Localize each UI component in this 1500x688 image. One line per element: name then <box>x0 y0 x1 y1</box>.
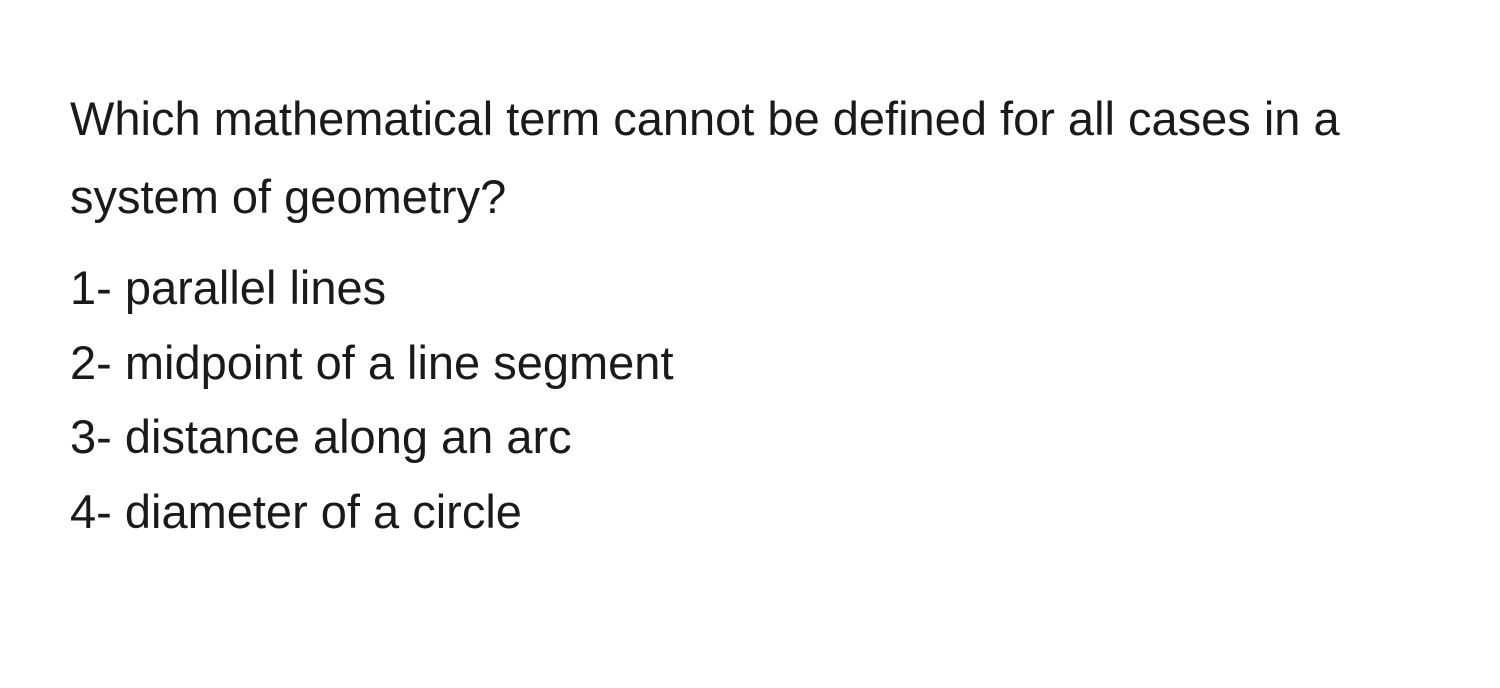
option-separator: - <box>96 261 112 314</box>
option-2: 2- midpoint of a line segment <box>70 328 1430 399</box>
question-container: Which mathematical term cannot be define… <box>70 80 1430 547</box>
option-separator: - <box>96 410 112 463</box>
option-3: 3- distance along an arc <box>70 402 1430 473</box>
option-number: 2 <box>70 336 96 389</box>
option-text: parallel lines <box>125 261 386 314</box>
option-number: 3 <box>70 410 96 463</box>
option-separator: - <box>96 336 112 389</box>
option-1: 1- parallel lines <box>70 253 1430 324</box>
option-text: midpoint of a line segment <box>125 336 674 389</box>
option-separator: - <box>96 485 112 538</box>
option-text: diameter of a circle <box>125 485 522 538</box>
question-text: Which mathematical term cannot be define… <box>70 80 1430 235</box>
option-number: 4 <box>70 485 96 538</box>
option-text: distance along an arc <box>125 410 572 463</box>
option-4: 4- diameter of a circle <box>70 477 1430 548</box>
option-number: 1 <box>70 261 96 314</box>
